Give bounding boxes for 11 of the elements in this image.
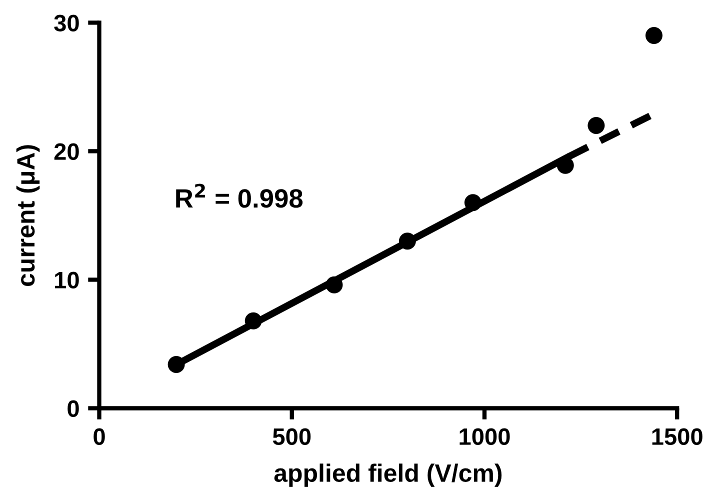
y-tick-label: 30: [54, 14, 79, 32]
x-tick-label: 1500: [652, 428, 702, 446]
x-tick-label: 1000: [460, 428, 510, 446]
annotation: R$^{2}$ = 0.998: [176, 184, 303, 208]
y-tick-label: 0: [68, 400, 79, 418]
x-tick-label: 500: [272, 428, 311, 446]
y-axis-title: current (μA): [16, 145, 40, 286]
y-tick-label: 10: [55, 272, 79, 289]
x-axis-title: applied field (V/cm): [274, 464, 502, 487]
x-tick-label: 0: [94, 428, 105, 446]
y-tick-label: 20: [54, 143, 79, 160]
